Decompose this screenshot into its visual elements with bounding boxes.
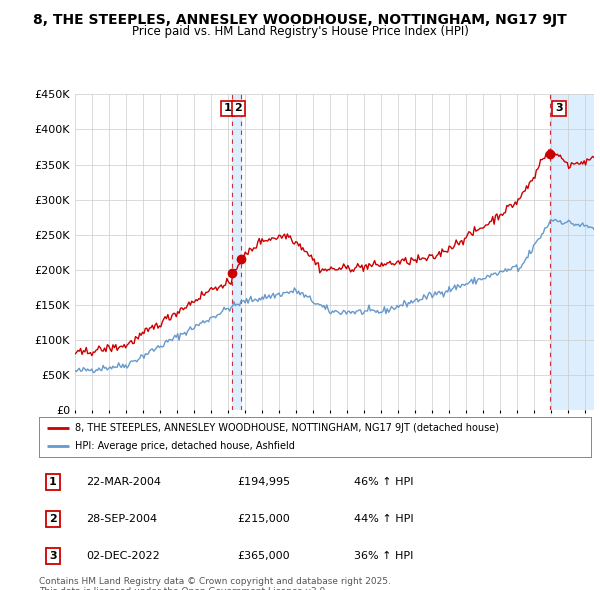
Text: 8, THE STEEPLES, ANNESLEY WOODHOUSE, NOTTINGHAM, NG17 9JT: 8, THE STEEPLES, ANNESLEY WOODHOUSE, NOT…: [33, 13, 567, 27]
Bar: [232, 94, 241, 410]
Text: £215,000: £215,000: [238, 514, 290, 524]
Text: £365,000: £365,000: [238, 551, 290, 561]
Text: Contains HM Land Registry data © Crown copyright and database right 2025.
This d: Contains HM Land Registry data © Crown c…: [39, 577, 391, 590]
Text: 36% ↑ HPI: 36% ↑ HPI: [353, 551, 413, 561]
Text: 1: 1: [223, 103, 231, 113]
Text: HPI: Average price, detached house, Ashfield: HPI: Average price, detached house, Ashf…: [75, 441, 295, 451]
Text: 46% ↑ HPI: 46% ↑ HPI: [353, 477, 413, 487]
Text: Price paid vs. HM Land Registry's House Price Index (HPI): Price paid vs. HM Land Registry's House …: [131, 25, 469, 38]
Text: 2: 2: [49, 514, 56, 524]
Text: £194,995: £194,995: [238, 477, 291, 487]
Text: 1: 1: [49, 477, 56, 487]
Text: 3: 3: [49, 551, 56, 561]
Bar: [550, 94, 594, 410]
Text: 02-DEC-2022: 02-DEC-2022: [86, 551, 160, 561]
Text: 28-SEP-2004: 28-SEP-2004: [86, 514, 157, 524]
Text: 44% ↑ HPI: 44% ↑ HPI: [353, 514, 413, 524]
Text: 2: 2: [235, 103, 242, 113]
Text: 22-MAR-2004: 22-MAR-2004: [86, 477, 161, 487]
Text: 8, THE STEEPLES, ANNESLEY WOODHOUSE, NOTTINGHAM, NG17 9JT (detached house): 8, THE STEEPLES, ANNESLEY WOODHOUSE, NOT…: [75, 423, 499, 433]
Text: 3: 3: [555, 103, 563, 113]
